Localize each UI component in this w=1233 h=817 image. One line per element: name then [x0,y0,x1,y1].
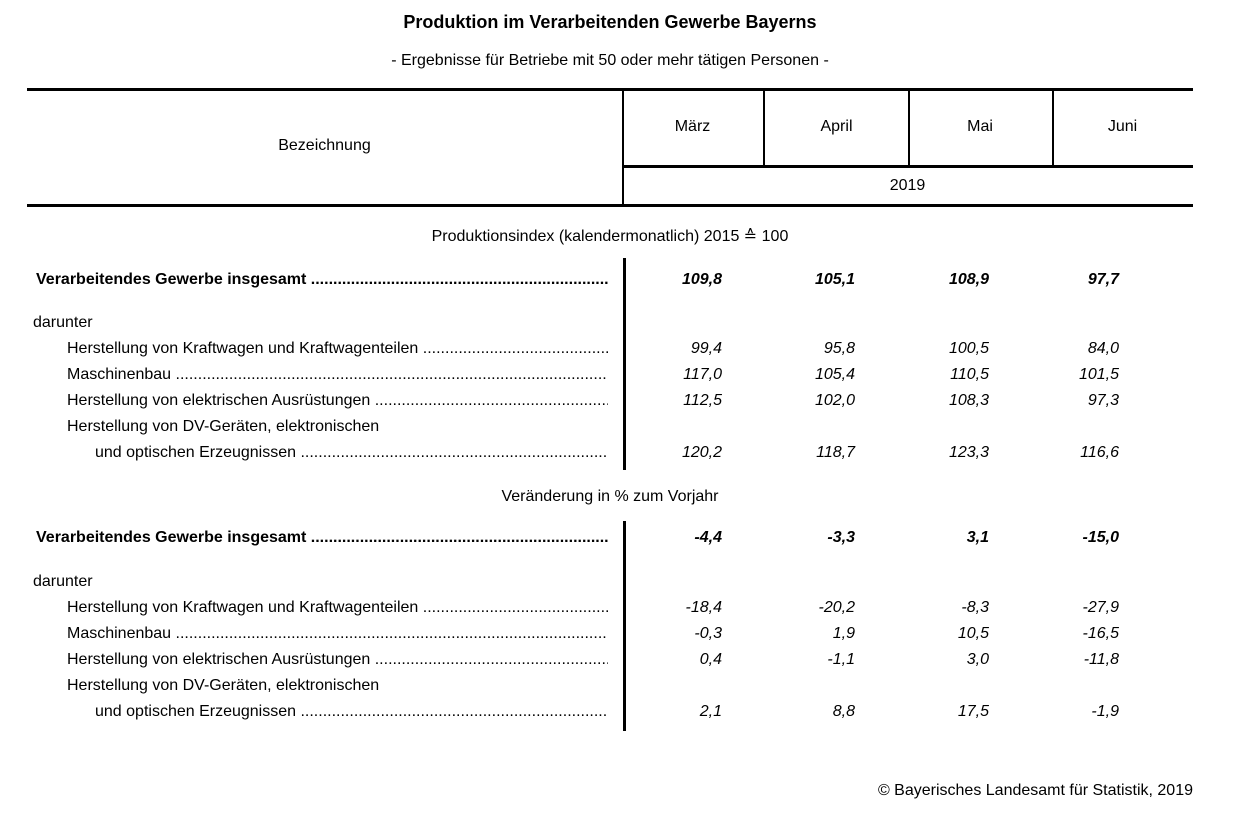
cell-value: 118,7 [816,444,855,461]
cell-value: 116,6 [1080,444,1119,461]
cell-value: -8,3 [961,599,989,616]
month-column-divider-2 [908,88,910,168]
row-label: Herstellung von elektrischen Ausrüstunge… [67,392,608,409]
table-row-total: Verarbeitendes Gewerbe insgesamt .......… [0,525,1233,551]
table-row-wrapped-line1: Herstellung von DV-Geräten, elektronisch… [0,673,1233,699]
section-title-produktionsindex: Produktionsindex (kalendermonatlich) 201… [431,228,789,245]
cell-value: 2,1 [699,703,722,720]
cell-value: -18,4 [685,599,722,616]
cell-value: 84,0 [1087,340,1119,357]
row-label: und optischen Erzeugnissen .............… [95,703,608,720]
year-header: 2019 [889,177,926,194]
row-label: Herstellung von DV-Geräten, elektronisch… [67,418,380,435]
cell-value: 100,5 [948,340,989,357]
cell-value: 99,4 [690,340,722,357]
cell-value: 95,8 [823,340,855,357]
column-header-mai: Mai [967,118,993,135]
cell-value: 0,4 [699,651,722,668]
cell-value: 102,0 [814,392,855,409]
cell-value: 117,0 [683,366,722,383]
page-title: Produktion im Verarbeitenden Gewerbe Bay… [403,12,817,32]
table-row-wrapped-line2: und optischen Erzeugnissen .............… [0,440,1233,466]
cell-value: -27,9 [1082,599,1119,616]
cell-value: 17,5 [957,703,989,720]
cell-value: 3,1 [966,529,989,546]
month-column-divider-1 [763,88,765,168]
cell-value: -1,9 [1091,703,1119,720]
row-label: und optischen Erzeugnissen .............… [95,444,608,461]
header-bottom-border [27,204,1193,207]
cell-value: 120,2 [681,444,722,461]
column-header-bezeichnung: Bezeichnung [278,137,371,154]
year-row-separator [622,165,1193,168]
cell-value: 3,0 [966,651,989,668]
cell-value: 97,3 [1087,392,1119,409]
row-label: Herstellung von DV-Geräten, elektronisch… [67,677,380,694]
row-label: Herstellung von elektrischen Ausrüstunge… [67,651,608,668]
cell-value: 112,5 [683,392,722,409]
group-label-row: darunter [0,569,1233,595]
row-label: Maschinenbau ...........................… [67,625,608,642]
cell-value: 10,5 [957,625,989,642]
cell-value: 97,7 [1087,271,1119,288]
row-label: Verarbeitendes Gewerbe insgesamt .......… [36,271,608,288]
cell-value: 108,3 [948,392,989,409]
month-column-divider-3 [1052,88,1054,168]
section1-vertical-divider [623,258,626,470]
table-top-border [27,88,1193,91]
table-row: Maschinenbau ...........................… [0,362,1233,388]
cell-value: -16,5 [1082,625,1119,642]
cell-value: -3,3 [827,529,855,546]
table-row: Herstellung von elektrischen Ausrüstunge… [0,647,1233,673]
cell-value: 123,3 [948,444,989,461]
cell-value: -1,1 [827,651,855,668]
header-vertical-divider [622,88,624,207]
cell-value: 109,8 [681,271,722,288]
group-label: darunter [33,573,93,590]
table-row: Maschinenbau ...........................… [0,621,1233,647]
section2-vertical-divider [623,521,626,731]
section-title-veraenderung: Veränderung in % zum Vorjahr [501,488,719,505]
page-subtitle: - Ergebnisse für Betriebe mit 50 oder me… [391,52,829,69]
row-label: Maschinenbau ...........................… [67,366,608,383]
table-row-wrapped-line1: Herstellung von DV-Geräten, elektronisch… [0,414,1233,440]
column-header-april: April [820,118,853,135]
cell-value: -20,2 [818,599,855,616]
table-row: Herstellung von Kraftwagen und Kraftwage… [0,595,1233,621]
cell-value: 1,9 [832,625,855,642]
cell-value: 110,5 [950,366,989,383]
cell-value: -11,8 [1083,651,1119,668]
group-label: darunter [33,314,93,331]
column-header-maerz: März [674,118,711,135]
copyright-notice: © Bayerisches Landesamt für Statistik, 2… [877,782,1193,799]
table-row: Herstellung von elektrischen Ausrüstunge… [0,388,1233,414]
cell-value: 8,8 [832,703,855,720]
cell-value: 105,1 [814,271,855,288]
table-row-wrapped-line2: und optischen Erzeugnissen .............… [0,699,1233,725]
cell-value: 105,4 [814,366,855,383]
row-label: Verarbeitendes Gewerbe insgesamt .......… [36,529,608,546]
cell-value: -4,4 [694,529,722,546]
group-label-row: darunter [0,310,1233,336]
cell-value: -15,0 [1082,529,1119,546]
cell-value: 108,9 [948,271,989,288]
column-header-juni: Juni [1107,118,1138,135]
table-row-total: Verarbeitendes Gewerbe insgesamt .......… [0,267,1233,293]
row-label: Herstellung von Kraftwagen und Kraftwage… [67,340,608,357]
row-label: Herstellung von Kraftwagen und Kraftwage… [67,599,608,616]
cell-value: 101,5 [1078,366,1119,383]
cell-value: -0,3 [694,625,722,642]
table-row: Herstellung von Kraftwagen und Kraftwage… [0,336,1233,362]
